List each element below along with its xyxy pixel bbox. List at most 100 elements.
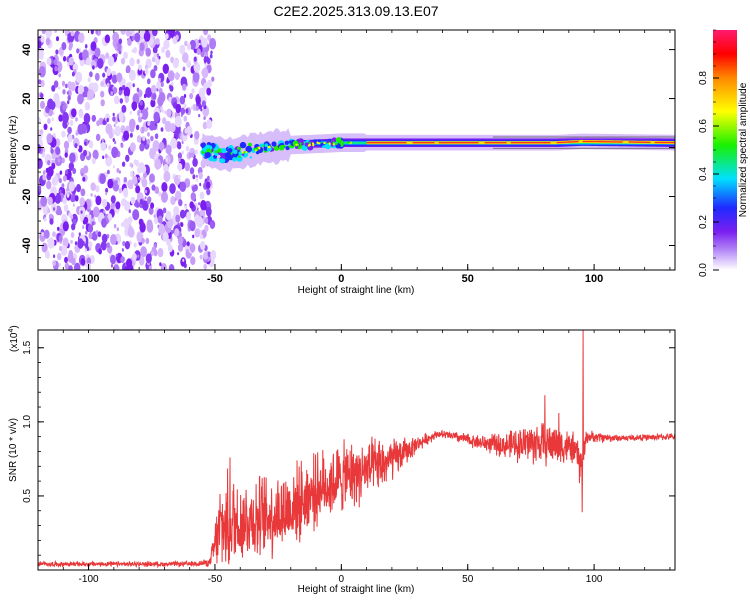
noise-blob	[193, 184, 198, 192]
noise-blob	[124, 241, 130, 250]
noise-blob	[206, 188, 211, 196]
noise-blob	[182, 52, 189, 63]
noise-blob	[40, 100, 45, 109]
signal-hot-blob	[254, 149, 258, 152]
signal-blob	[238, 155, 241, 158]
noise-blob	[161, 46, 166, 54]
noise-blob	[196, 48, 201, 55]
signal-blob	[205, 152, 211, 158]
noise-blob	[177, 116, 181, 121]
noise-blob	[139, 42, 145, 51]
noise-blob	[54, 30, 57, 33]
noise-blob	[102, 72, 106, 78]
noise-blob	[145, 47, 151, 57]
noise-blob	[146, 107, 149, 111]
noise-blob	[63, 140, 70, 150]
noise-blob	[75, 117, 78, 122]
colorbar-tick-label: 0.0	[698, 263, 709, 277]
noise-blob	[201, 67, 209, 79]
noise-blob	[87, 224, 94, 233]
noise-blob	[209, 38, 217, 50]
signal-hot-blob	[332, 143, 335, 146]
noise-blob	[55, 99, 61, 109]
colorbar-label: Normalized spectral amplitude	[738, 82, 749, 217]
noise-blob	[186, 211, 192, 220]
signal-blob	[214, 150, 218, 154]
noise-blob	[100, 90, 105, 98]
noise-blob	[179, 44, 186, 55]
noise-blob	[62, 237, 69, 248]
noise-blob	[77, 93, 84, 105]
noise-blob	[155, 57, 161, 66]
noise-blob	[177, 236, 184, 245]
noise-blob	[160, 263, 167, 270]
noise-blob	[164, 33, 169, 40]
noise-blob	[66, 91, 69, 95]
x-tick-label: -100	[78, 273, 100, 285]
snr-series-line	[38, 330, 675, 569]
noise-blob	[200, 240, 206, 250]
noise-blob	[180, 222, 184, 228]
noise-blob	[165, 144, 172, 155]
noise-blob	[78, 32, 85, 44]
noise-blob	[108, 145, 112, 151]
noise-blob	[175, 103, 182, 114]
noise-blob	[129, 142, 136, 152]
noise-blob	[147, 78, 151, 85]
noise-blob	[127, 179, 134, 190]
noise-blob	[200, 200, 207, 211]
noise-blob	[90, 193, 93, 197]
noise-blob	[203, 251, 209, 260]
noise-blob	[154, 186, 159, 194]
noise-blob	[38, 158, 43, 169]
noise-blob	[38, 185, 42, 192]
noise-blob	[62, 175, 67, 182]
noise-blob	[50, 148, 54, 154]
noise-blob	[179, 181, 187, 192]
noise-blob	[129, 162, 133, 168]
noise-blob	[44, 250, 50, 259]
noise-blob	[78, 109, 84, 119]
x-tick-label: 100	[585, 273, 603, 285]
noise-blob	[110, 91, 114, 96]
noise-blob	[161, 191, 168, 203]
noise-blob	[87, 77, 91, 83]
signal-blob	[297, 138, 304, 145]
noise-blob	[53, 207, 56, 211]
noise-blob	[100, 240, 107, 251]
noise-blob	[203, 30, 209, 36]
noise-blob	[80, 210, 83, 214]
noise-blob	[156, 81, 162, 89]
noise-blob	[152, 56, 156, 63]
noise-blob	[47, 208, 51, 214]
noise-blob	[55, 146, 61, 155]
noise-blob	[180, 257, 187, 267]
noise-blob	[70, 232, 75, 238]
noise-blob	[43, 123, 48, 130]
noise-blob	[125, 154, 130, 162]
signal-blob	[239, 141, 247, 149]
noise-blob	[121, 248, 124, 252]
noise-blob	[151, 120, 158, 131]
noise-blob	[53, 254, 56, 258]
signal-blob	[227, 148, 233, 153]
noise-blob	[102, 119, 106, 126]
noise-blob	[129, 69, 136, 81]
spectrogram-y-ticks: 40 20 0 -20 -40	[21, 36, 675, 271]
noise-blob	[91, 157, 96, 165]
noise-blob	[69, 152, 76, 164]
signal-hot-blob	[312, 144, 315, 147]
noise-blob	[47, 118, 51, 124]
noise-blob	[64, 256, 68, 263]
signal-hot-blob	[323, 141, 326, 145]
noise-blob	[41, 151, 46, 158]
noise-blob	[92, 206, 100, 218]
noise-blob	[49, 218, 54, 225]
noise-blob	[42, 170, 46, 176]
noise-blob	[102, 198, 108, 208]
noise-blob	[57, 66, 62, 73]
noise-blob	[138, 64, 142, 71]
noise-blob	[110, 264, 114, 268]
noise-blob	[165, 157, 169, 162]
noise-blob	[76, 48, 80, 54]
